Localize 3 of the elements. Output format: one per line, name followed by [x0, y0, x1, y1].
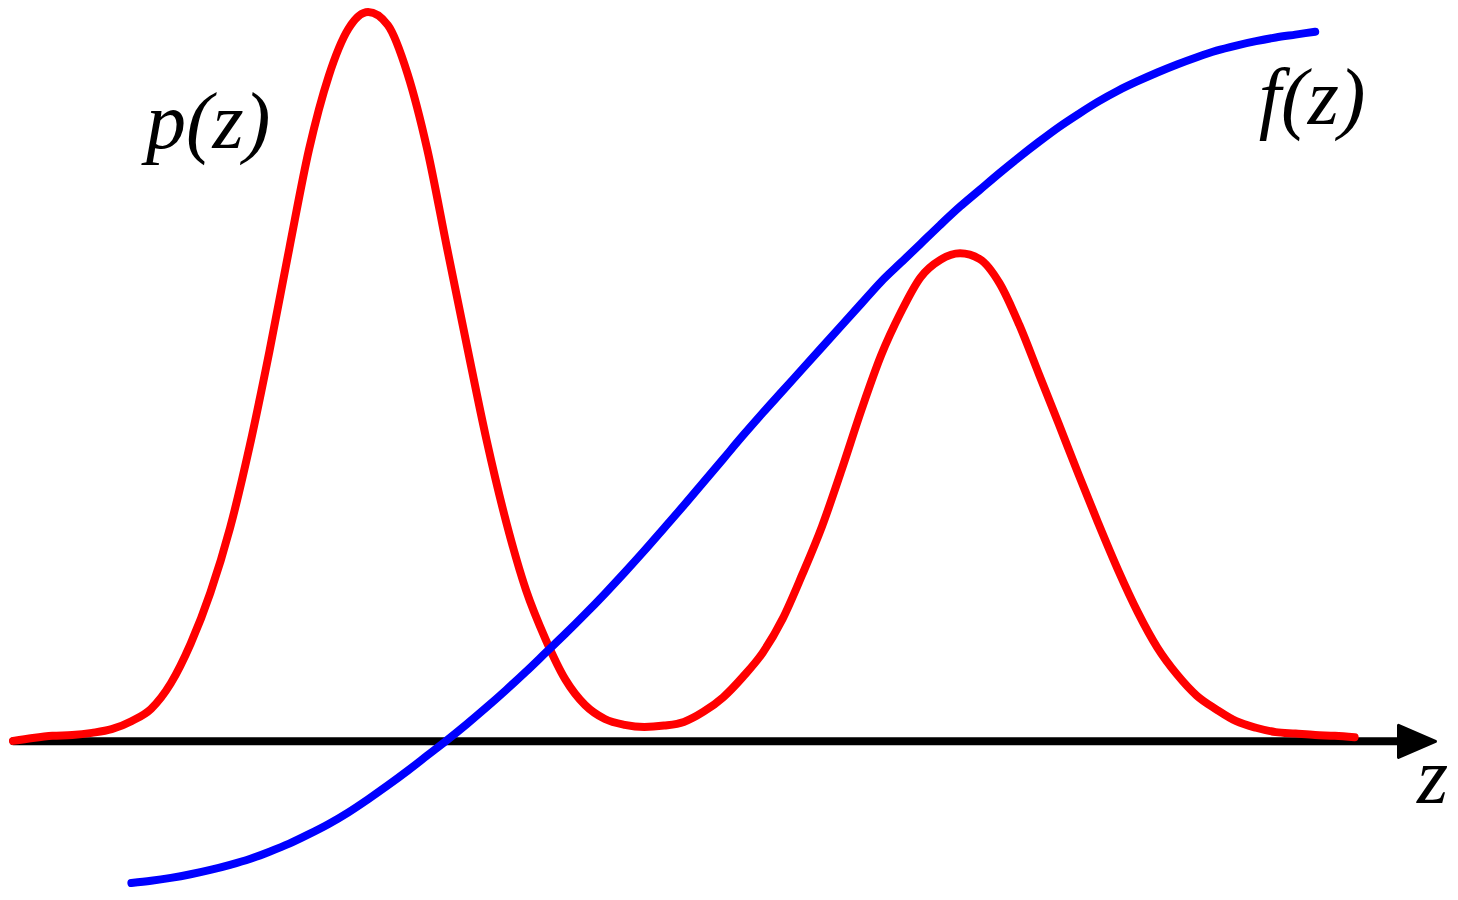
- series-label: f(z): [1258, 52, 1366, 142]
- x-axis-title: z: [1415, 732, 1449, 821]
- series-label: p(z): [140, 77, 271, 166]
